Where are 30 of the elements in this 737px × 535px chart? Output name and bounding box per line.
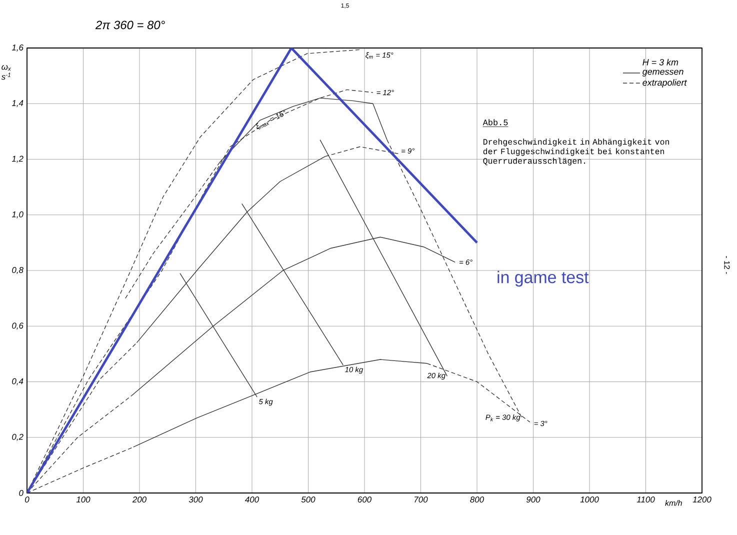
- y-tick-label: 1,0: [12, 211, 24, 218]
- legend-label: extrapoliert: [642, 79, 687, 88]
- x-tick-label: 900: [526, 496, 540, 503]
- x-tick-label: 500: [301, 496, 316, 503]
- text: in game test: [498, 270, 589, 287]
- x-tick-label: 200: [132, 496, 146, 503]
- x-tick-label: 400: [244, 496, 259, 503]
- x-tick-label: 1000: [580, 496, 599, 503]
- x-tick-label: 0: [25, 496, 30, 503]
- text: 2π 360 = 80°: [95, 20, 165, 30]
- y-tick-label: 0: [19, 490, 24, 496]
- x-tick-label: 600: [358, 496, 372, 503]
- y-tick-label: 1,2: [12, 156, 24, 163]
- legend-title: H = 3 km: [642, 58, 678, 66]
- y-tick-label: 1,4: [12, 100, 24, 108]
- x-tick-label: 1100: [636, 496, 655, 503]
- y-tick-label: 0,2: [12, 434, 24, 441]
- legend-label: gemessen: [642, 70, 684, 77]
- x-tick-label: 800: [470, 496, 484, 503]
- x-tick-label: 700: [414, 496, 428, 503]
- y-tick-label: 1,6: [12, 44, 24, 52]
- annotation: Abb.5: [482, 119, 508, 126]
- y-tick-label: 0,8: [12, 267, 24, 274]
- y-axis-title: ω$_{x}$ s$^{-1}$: [1, 65, 12, 80]
- y-tick-label: 0,4: [12, 378, 24, 386]
- y-tick-label: 0,6: [12, 322, 24, 330]
- x-tick-label: 100: [76, 496, 90, 503]
- x-tick-label: 1200: [692, 496, 712, 503]
- x-tick-label: 300: [188, 496, 203, 503]
- annotation: Drehgeschwindigkeit in Abhängigkeit von der Fluggeschwindigkeit bei konstanten Querruderausschlägen.: [483, 138, 669, 166]
